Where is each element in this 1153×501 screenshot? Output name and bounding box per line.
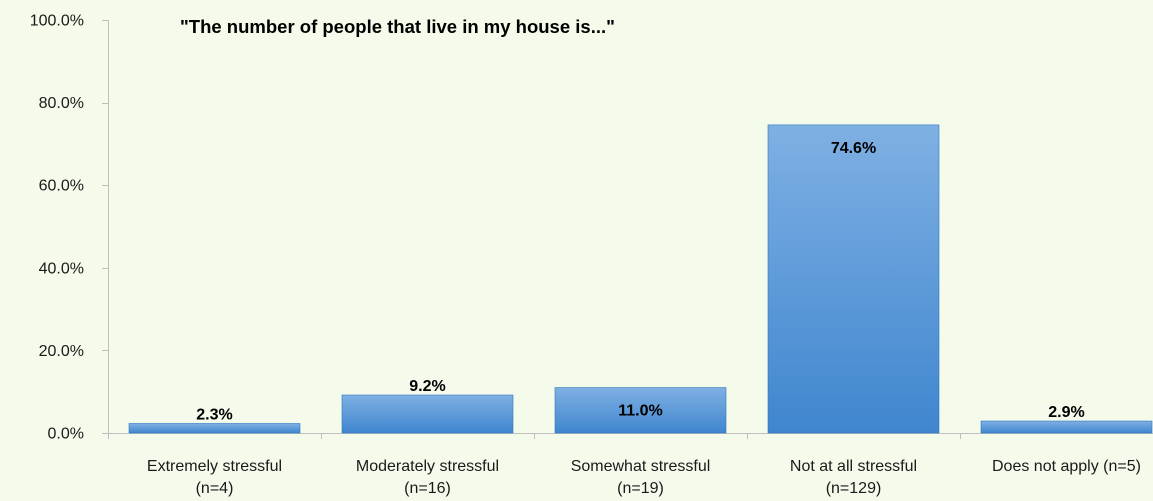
bar [128, 423, 301, 434]
y-tick-label: 40.0% [39, 260, 84, 277]
data-label: 74.6% [831, 140, 876, 157]
bar [341, 394, 514, 434]
bar [980, 420, 1153, 434]
y-tick-label: 80.0% [39, 95, 84, 112]
y-tick-label: 100.0% [30, 13, 84, 30]
category-label: Does not apply (n=5) [992, 458, 1141, 475]
bar [554, 387, 727, 434]
data-label: 11.0% [618, 403, 662, 420]
data-label: 9.2% [409, 378, 445, 395]
data-label: 2.3% [196, 407, 232, 424]
bar [767, 124, 940, 434]
y-tick-label: 60.0% [39, 178, 84, 195]
category-label: Extremely stressful (n=4) [147, 458, 282, 497]
y-tick-label: 20.0% [39, 343, 84, 360]
chart-title: "The number of people that live in my ho… [180, 16, 615, 37]
category-label: Somewhat stressful (n=19) [571, 458, 711, 497]
y-tick-label: 0.0% [48, 426, 84, 443]
category-label: Not at all stressful (n=129) [790, 458, 917, 497]
category-label: Moderately stressful (n=16) [356, 458, 499, 497]
data-label: 2.9% [1048, 404, 1084, 421]
